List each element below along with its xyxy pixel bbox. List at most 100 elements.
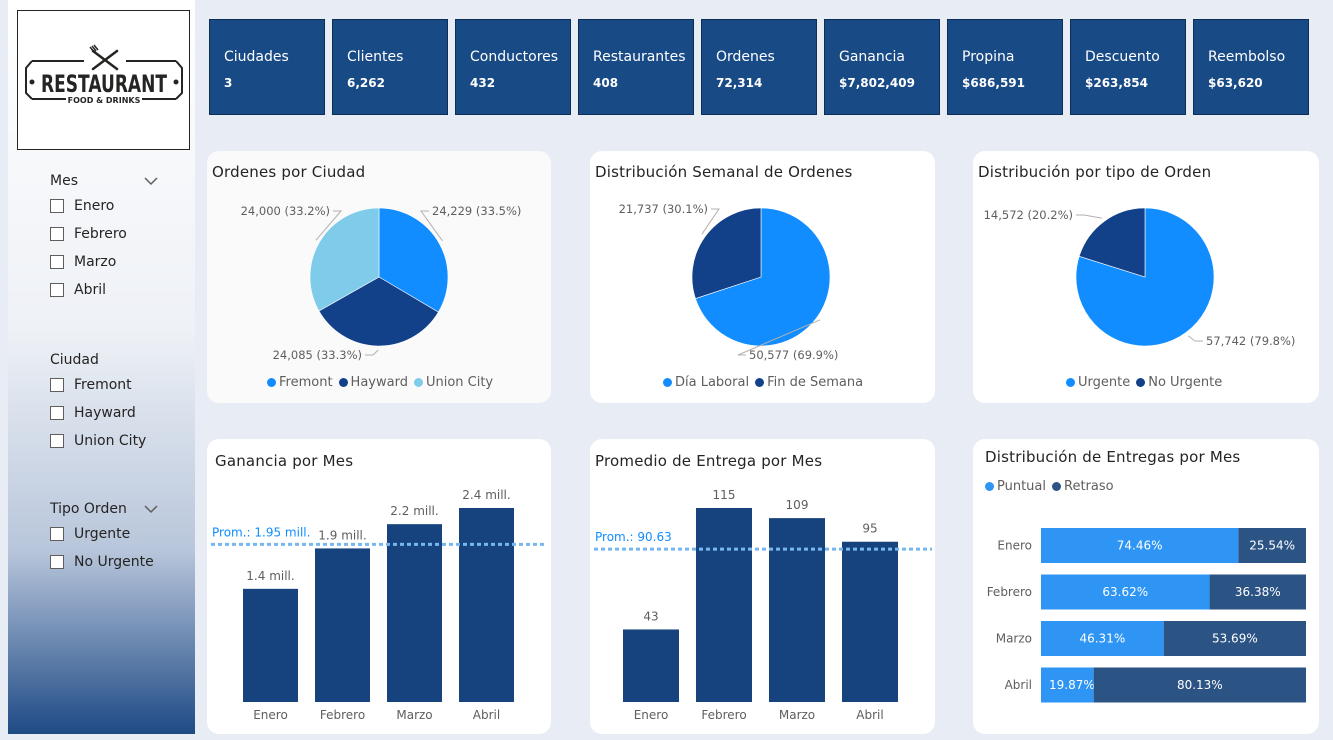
- bar-febrero[interactable]: [315, 548, 370, 702]
- pie-slice-fremont[interactable]: [378, 207, 449, 313]
- restaurant-logo: RESTAURANT FOOD & DRINKS: [17, 10, 190, 150]
- bar-segment-puntual-febrero[interactable]: [1041, 574, 1210, 610]
- slicer-option-marzo[interactable]: Marzo: [50, 248, 190, 276]
- checkbox[interactable]: [50, 527, 64, 541]
- legend-label: Hayward: [350, 375, 408, 390]
- slicer-option-label: Enero: [74, 198, 115, 214]
- kpi-card-reembolso[interactable]: Reembolso $63,620: [1193, 19, 1309, 115]
- bar-data-label: 74.46%: [1117, 539, 1163, 553]
- bar-data-label: 95: [862, 522, 877, 536]
- panel-distribucion-semanal[interactable]: Distribución Semanal de Ordenes 50,577 (…: [590, 151, 935, 403]
- pie-slice-no-urgente[interactable]: [1078, 207, 1146, 278]
- bar-segment-puntual-abril[interactable]: [1041, 667, 1094, 703]
- bar-segment-retraso-marzo[interactable]: [1163, 621, 1306, 656]
- slicer-option-abril[interactable]: Abril: [50, 276, 190, 304]
- bar-febrero[interactable]: [696, 508, 752, 702]
- kpi-value: 432: [470, 76, 496, 90]
- pie-chart-semanal[interactable]: 50,577 (69.9%) 21,737 (30.1%): [590, 181, 935, 391]
- legend-label: Fin de Semana: [767, 375, 864, 390]
- legend-item-no-urgente[interactable]: No Urgente: [1136, 375, 1222, 390]
- checkbox[interactable]: [50, 434, 64, 448]
- slicer-option-urgente[interactable]: Urgente: [50, 520, 190, 548]
- bar-chart-entrega[interactable]: 43 Enero 115 Febrero 109 Marzo 95 Abril Prom.: 9…: [590, 474, 935, 734]
- pie-leader-line: [737, 319, 821, 356]
- kpi-card-ordenes[interactable]: Ordenes 72,314: [701, 19, 817, 115]
- bar-segment-retraso-abril[interactable]: [1093, 667, 1306, 703]
- slicer-option-no-urgente[interactable]: No Urgente: [50, 548, 190, 576]
- kpi-card-ciudades[interactable]: Ciudades 3: [209, 19, 325, 115]
- slicer-tipo-title: Tipo Orden: [50, 501, 127, 517]
- pie-data-label: 24,229 (33.5%): [432, 204, 521, 218]
- kpi-card-ganancia[interactable]: Ganancia $7,802,409: [824, 19, 940, 115]
- panel-tipo-orden[interactable]: Distribución por tipo de Orden 57,742 (7…: [973, 151, 1319, 403]
- chevron-down-icon[interactable]: [142, 500, 160, 518]
- bar-enero[interactable]: [243, 588, 298, 702]
- checkbox[interactable]: [50, 378, 64, 392]
- kpi-label: Clientes: [347, 49, 404, 65]
- panel-distribucion-entregas[interactable]: Distribución de Entregas por Mes Puntual…: [973, 439, 1319, 734]
- chevron-down-icon[interactable]: [142, 172, 160, 190]
- bar-data-label: 115: [713, 488, 736, 502]
- stacked-bar-chart-entregas[interactable]: Enero 74.46% 25.54% Febrero 63.62% 36.38% Marz…: [973, 499, 1319, 729]
- slicer-tipo-header[interactable]: Tipo Orden: [50, 498, 190, 520]
- slicer-option-union-city[interactable]: Union City: [50, 427, 190, 455]
- legend-label: Urgente: [1078, 375, 1131, 390]
- slicer-option-febrero[interactable]: Febrero: [50, 220, 190, 248]
- legend-item-dia-laboral[interactable]: Día Laboral: [663, 375, 749, 390]
- legend-item-hayward[interactable]: Hayward: [338, 375, 408, 390]
- legend-item-fremont[interactable]: Fremont: [267, 375, 333, 390]
- bar-data-label: 19.87%: [1049, 678, 1095, 692]
- checkbox[interactable]: [50, 406, 64, 420]
- pie-slice-dia-laboral[interactable]: [695, 207, 831, 347]
- bar-chart-ganancia[interactable]: 1.4 mill. Enero 1.9 mill. Febrero 2.2 mill. M…: [207, 474, 551, 734]
- kpi-card-conductores[interactable]: Conductores 432: [455, 19, 571, 115]
- bar-enero[interactable]: [623, 629, 679, 702]
- pie-data-label: 24,085 (33.3%): [273, 348, 362, 362]
- bar-segment-retraso-febrero[interactable]: [1209, 574, 1306, 610]
- chart-legend: Urgente No Urgente: [1066, 375, 1228, 390]
- slicer-mes-header[interactable]: Mes: [50, 170, 190, 192]
- bar-abril[interactable]: [459, 508, 514, 702]
- legend-item-retraso[interactable]: Retraso: [1052, 479, 1114, 494]
- legend-item-union-city[interactable]: Union City: [413, 375, 493, 390]
- legend-item-puntual[interactable]: Puntual: [985, 479, 1046, 494]
- legend-label: Fremont: [279, 375, 333, 390]
- kpi-value: $63,620: [1208, 76, 1263, 90]
- legend-item-urgente[interactable]: Urgente: [1066, 375, 1130, 390]
- y-tick-label: Enero: [997, 539, 1032, 553]
- slicer-option-hayward[interactable]: Hayward: [50, 399, 190, 427]
- bar-marzo[interactable]: [769, 518, 825, 702]
- checkbox[interactable]: [50, 555, 64, 569]
- x-tick-label: Abril: [856, 708, 883, 722]
- bar-data-label: 43: [643, 609, 658, 623]
- kpi-card-propina[interactable]: Propina $686,591: [947, 19, 1063, 115]
- bar-segment-puntual-marzo[interactable]: [1041, 621, 1164, 656]
- checkbox[interactable]: [50, 227, 64, 241]
- pie-slice-union-city[interactable]: [309, 207, 380, 312]
- kpi-card-restaurantes[interactable]: Restaurantes 408: [578, 19, 694, 115]
- slicer-option-fremont[interactable]: Fremont: [50, 371, 190, 399]
- panel-promedio-entrega[interactable]: Promedio de Entrega por Mes 43 Enero 115 Fe…: [590, 439, 935, 734]
- bar-marzo[interactable]: [387, 524, 442, 702]
- panel-ordenes-por-ciudad[interactable]: Ordenes por Ciudad 24,229 (33.5%) 24,085 …: [207, 151, 551, 403]
- y-tick-label: Febrero: [987, 585, 1032, 599]
- legend-label: Retraso: [1064, 479, 1114, 494]
- checkbox[interactable]: [50, 199, 64, 213]
- bar-segment-retraso-enero[interactable]: [1238, 528, 1306, 563]
- bar-data-label: 80.13%: [1177, 678, 1223, 692]
- pie-chart-ciudad[interactable]: 24,229 (33.5%) 24,085 (33.3%) 24,000 (33.2…: [207, 181, 551, 391]
- bar-abril[interactable]: [842, 541, 898, 702]
- slicer-option-enero[interactable]: Enero: [50, 192, 190, 220]
- kpi-label: Ganancia: [839, 49, 905, 65]
- panel-ganancia-por-mes[interactable]: Ganancia por Mes 1.4 mill. Enero 1.9 mill.…: [207, 439, 551, 734]
- kpi-card-descuento[interactable]: Descuento $263,854: [1070, 19, 1186, 115]
- pie-slice-fin-de-semana[interactable]: [691, 207, 762, 299]
- kpi-card-clientes[interactable]: Clientes 6,262: [332, 19, 448, 115]
- legend-item-fin-de-semana[interactable]: Fin de Semana: [755, 375, 863, 390]
- checkbox[interactable]: [50, 255, 64, 269]
- bar-segment-puntual-enero[interactable]: [1041, 528, 1239, 563]
- bar-data-label: 46.31%: [1079, 632, 1125, 646]
- slicer-option-label: Abril: [74, 282, 106, 298]
- pie-chart-tipo-orden[interactable]: 57,742 (79.8%) 14,572 (20.2%): [973, 181, 1319, 391]
- checkbox[interactable]: [50, 283, 64, 297]
